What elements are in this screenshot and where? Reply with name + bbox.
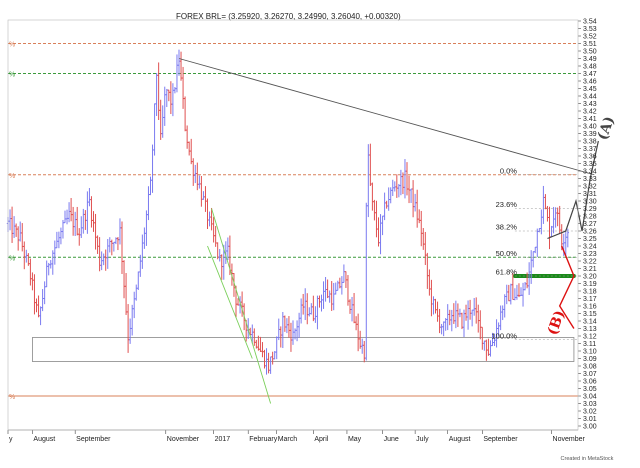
fib-level-label: 23.6% xyxy=(496,200,518,209)
y-tick-label: 3.07 xyxy=(583,371,597,378)
reference-marker: % xyxy=(9,394,15,401)
y-tick-label: 3.28 xyxy=(583,214,597,221)
y-tick-label: 3.30 xyxy=(583,199,597,206)
y-tick-label: 3.19 xyxy=(583,281,597,288)
plot-frame xyxy=(7,19,579,431)
y-tick-label: 3.37 xyxy=(583,146,597,153)
x-tick-label: March xyxy=(278,436,298,443)
y-tick-label: 3.05 xyxy=(583,386,597,393)
y-tick-label: 3.03 xyxy=(583,401,597,408)
y-tick-label: 3.39 xyxy=(583,131,597,138)
y-tick-label: 3.08 xyxy=(583,364,597,371)
y-tick-label: 3.36 xyxy=(583,154,597,161)
x-tick-label: September xyxy=(76,436,111,443)
y-tick-label: 3.22 xyxy=(583,259,597,266)
fib-level-label: 50.0% xyxy=(496,249,518,258)
y-tick-label: 3.46 xyxy=(583,79,597,86)
fib-level-label: 0.0% xyxy=(500,166,517,175)
projection-path-b xyxy=(558,245,575,329)
y-tick-label: 3.50 xyxy=(583,49,597,56)
y-tick-label: 3.44 xyxy=(583,94,597,101)
y-tick-label: 3.51 xyxy=(583,41,597,48)
y-tick-label: 3.17 xyxy=(583,296,597,303)
fib-level-label: 61.8% xyxy=(496,268,518,277)
x-tick-label: April xyxy=(314,436,328,443)
x-tick-label: y xyxy=(9,436,13,443)
x-tick-label: August xyxy=(33,436,55,443)
credit-label: Created in MetaStock xyxy=(561,456,614,462)
y-tick-label: 3.53 xyxy=(583,26,597,33)
reference-marker: % xyxy=(9,42,15,49)
y-tick-label: 3.42 xyxy=(583,109,597,116)
y-tick-label: 3.35 xyxy=(583,161,597,168)
y-tick-label: 3.11 xyxy=(583,341,596,348)
y-tick-label: 3.23 xyxy=(583,251,597,258)
x-tick-label: September xyxy=(483,436,518,443)
y-tick-label: 3.21 xyxy=(583,266,597,273)
chart-title: FOREX BRL= (3.25920, 3.26270, 3.24990, 3… xyxy=(176,12,401,21)
reference-marker: % xyxy=(9,255,15,262)
fibonacci-levels: 0.0% 23.6% 38.2% 50.0% 61.8% 100.0% xyxy=(491,166,578,340)
reference-marker: % xyxy=(9,72,15,79)
y-tick-label: 3.15 xyxy=(583,311,597,318)
support-box xyxy=(32,337,575,362)
x-tick-label: November xyxy=(167,436,200,443)
y-tick-label: 3.25 xyxy=(583,236,597,243)
y-tick-label: 3.14 xyxy=(583,319,597,326)
y-tick-label: 3.48 xyxy=(583,64,597,71)
y-tick-label: 3.40 xyxy=(583,124,597,131)
y-tick-label: 3.13 xyxy=(583,326,597,333)
trendlines xyxy=(178,58,595,404)
x-tick-label: November xyxy=(553,436,586,443)
y-tick-label: 3.54 xyxy=(583,19,597,26)
x-tick-label: February xyxy=(249,436,278,443)
x-tick-label: June xyxy=(384,436,399,443)
y-tick-label: 3.41 xyxy=(583,116,597,123)
y-tick-label: 3.01 xyxy=(583,416,597,423)
y-tick-label: 3.09 xyxy=(583,356,597,363)
x-tick-label: May xyxy=(348,436,362,443)
y-tick-label: 3.38 xyxy=(583,139,597,146)
y-tick-label: 3.33 xyxy=(583,176,597,183)
y-tick-label: 3.26 xyxy=(583,229,597,236)
handwritten-annotations: (A)(B) xyxy=(545,114,618,337)
y-tick-label: 3.29 xyxy=(583,206,597,213)
fib-level-label: 100.0% xyxy=(491,331,517,340)
y-tick-label: 3.24 xyxy=(583,244,597,251)
trendline-downtrend xyxy=(178,58,595,176)
trendline-channel xyxy=(207,245,253,359)
reference-lines: %%%%% xyxy=(8,42,578,401)
y-tick-label: 3.34 xyxy=(583,169,597,176)
y-tick-label: 3.32 xyxy=(583,184,597,191)
y-tick-label: 3.43 xyxy=(583,101,597,108)
y-tick-label: 3.52 xyxy=(583,34,597,41)
y-tick-label: 3.27 xyxy=(583,221,597,228)
y-axis: 3.543.533.523.513.503.493.483.473.463.45… xyxy=(578,19,597,431)
x-tick-label: August xyxy=(449,436,471,443)
x-tick-label: July xyxy=(416,436,429,443)
y-tick-label: 3.12 xyxy=(583,334,597,341)
y-tick-label: 3.18 xyxy=(583,289,597,296)
fib-level-label: 38.2% xyxy=(496,223,518,232)
y-tick-label: 3.06 xyxy=(583,379,597,386)
y-tick-label: 3.04 xyxy=(583,394,597,401)
y-tick-label: 3.47 xyxy=(583,71,597,78)
y-tick-label: 3.20 xyxy=(583,274,597,281)
y-tick-label: 3.45 xyxy=(583,86,597,93)
y-tick-label: 3.00 xyxy=(583,424,597,431)
ohlc-bar xyxy=(566,228,570,248)
x-tick-label: 2017 xyxy=(215,436,231,443)
y-tick-label: 3.31 xyxy=(583,191,597,198)
y-tick-label: 3.02 xyxy=(583,409,597,416)
y-tick-label: 3.10 xyxy=(583,349,597,356)
trendline-channel xyxy=(211,208,272,404)
annotation-a-label: (A) xyxy=(595,114,618,142)
y-tick-label: 3.49 xyxy=(583,56,597,63)
y-tick-label: 3.16 xyxy=(583,304,597,311)
reference-marker: % xyxy=(9,173,15,180)
